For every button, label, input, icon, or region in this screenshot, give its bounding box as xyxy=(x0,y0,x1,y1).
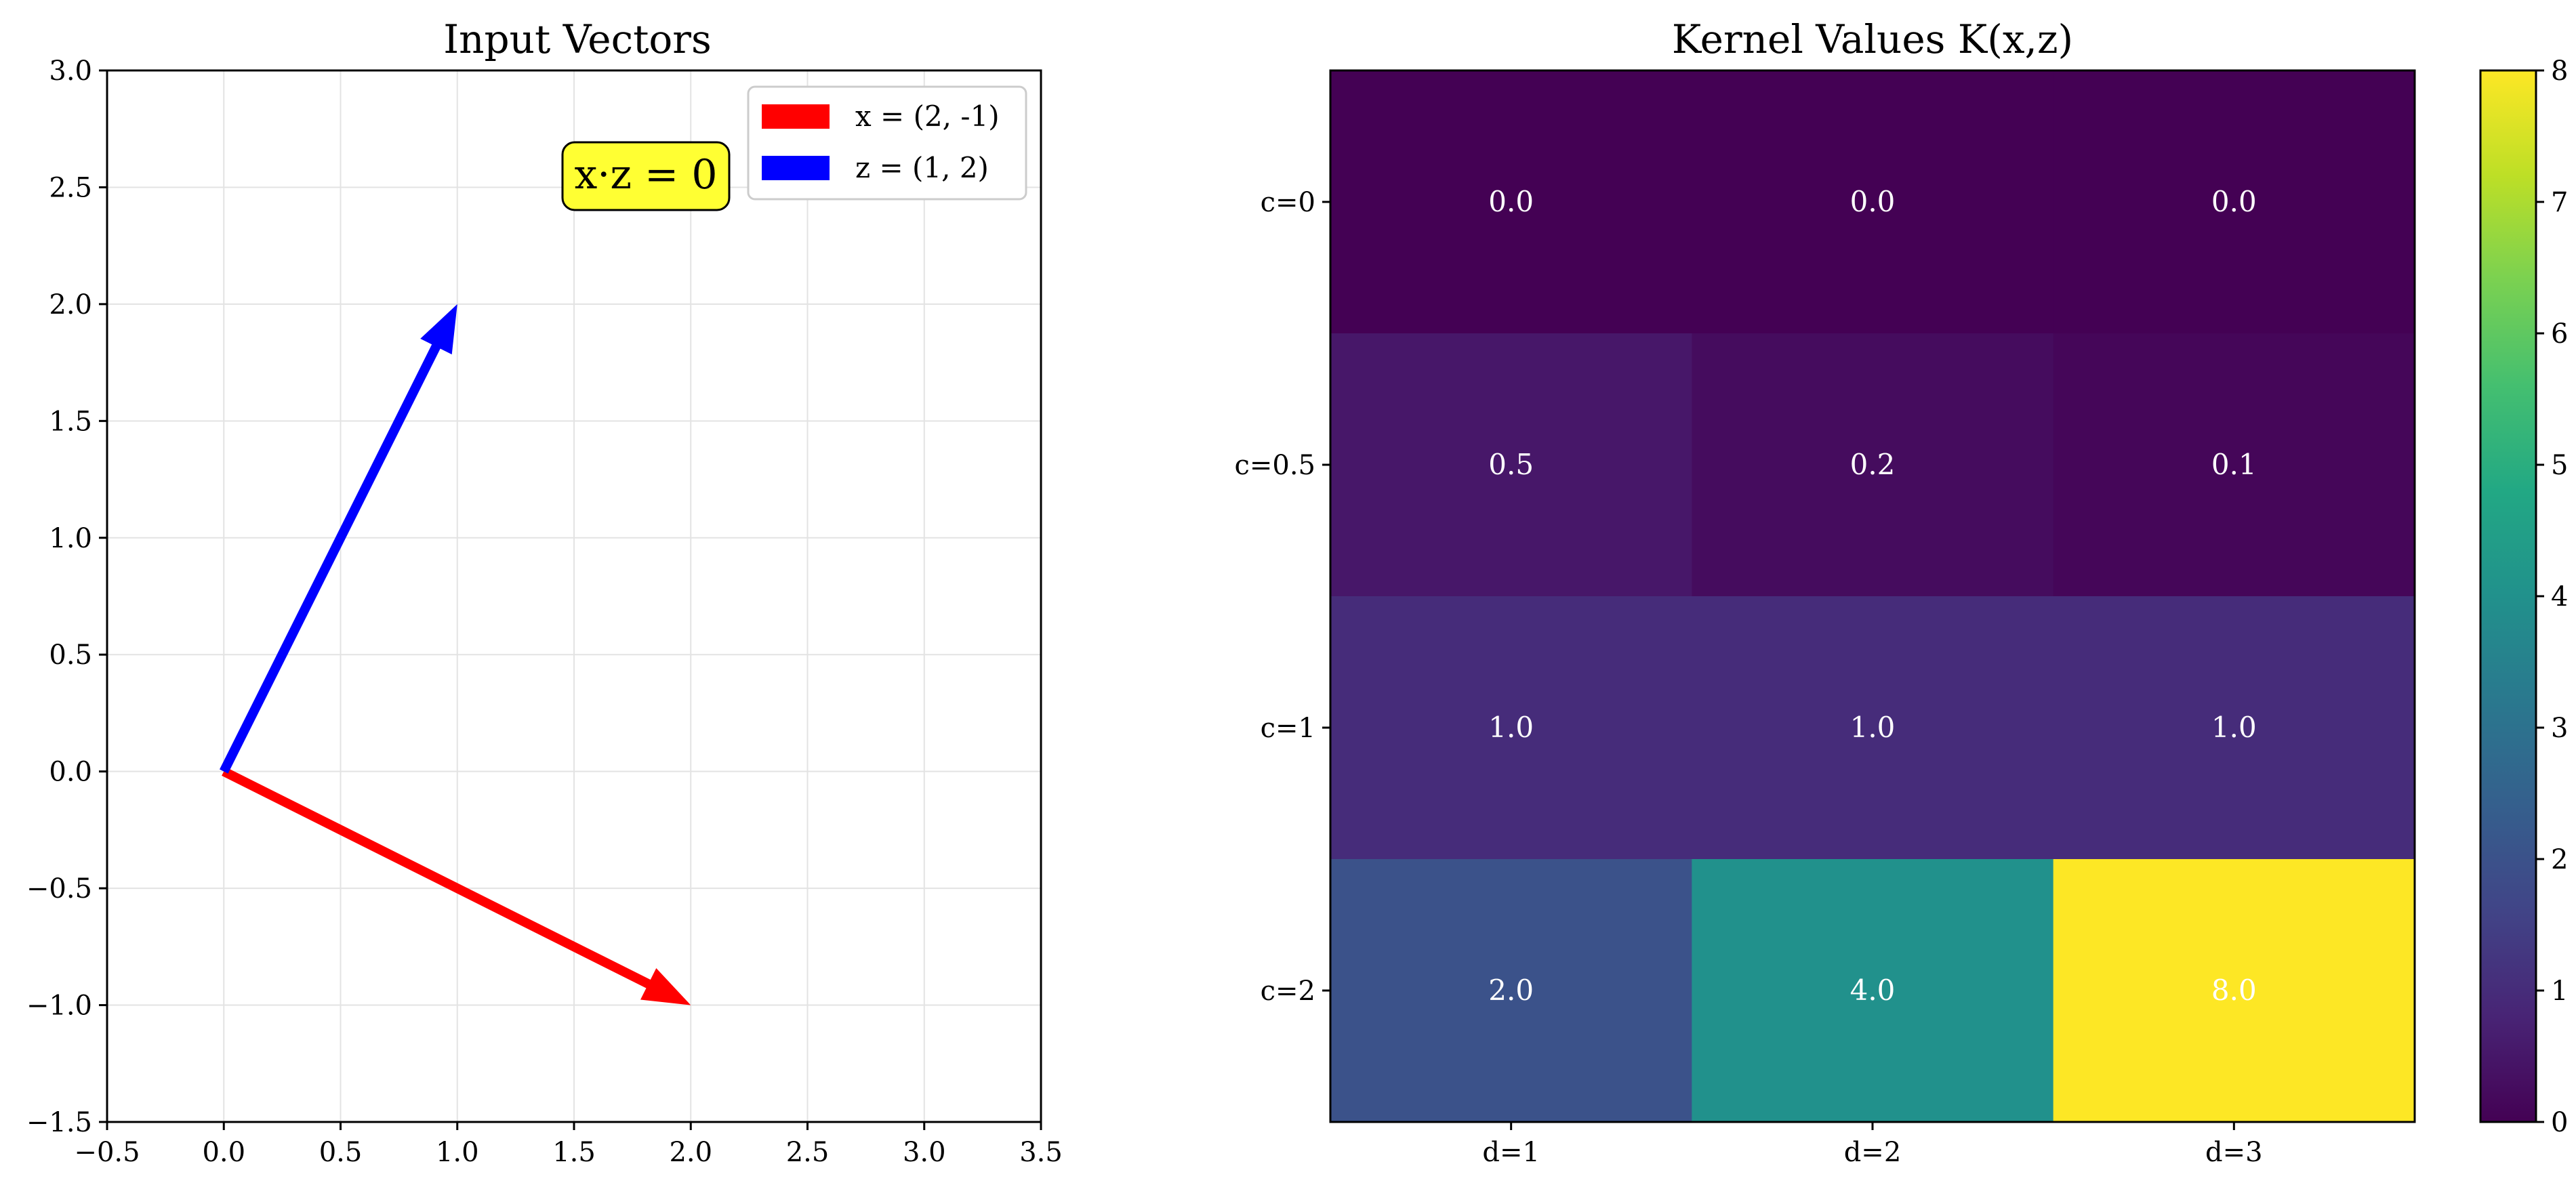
legend-label-x: x = (2, -1) xyxy=(855,100,1000,133)
heatmap-cell-label: 2.0 xyxy=(1488,974,1534,1007)
heatmap-cell xyxy=(1692,596,2054,860)
x-tick-label: 0.0 xyxy=(202,1137,245,1168)
heatmap-cell-label: 0.1 xyxy=(2211,448,2257,481)
heatmap-x-ticks: d=1 d=2 d=3 xyxy=(1482,1122,2263,1168)
heatmap-x-tick-label: d=3 xyxy=(2205,1137,2263,1168)
heatmap-x-tick-label: d=2 xyxy=(1844,1137,1902,1168)
legend-label-z: z = (1, 2) xyxy=(855,151,989,184)
annotation-box xyxy=(561,141,731,211)
vector-grid xyxy=(106,70,1042,1123)
y-tick-label: −1.0 xyxy=(26,991,92,1022)
heatmap-cell xyxy=(1330,333,1692,597)
vector-arrow-z xyxy=(220,304,457,774)
heatmap-cell-label: 0.2 xyxy=(1850,448,1896,481)
heatmap-y-ticks: c=0 c=0.5 c=1 c=2 xyxy=(1234,187,1330,1007)
heatmap-cell xyxy=(2053,70,2415,334)
vector-chart: Input Vectors −0.5 0.0 0.5 1.0 1.5 2.0 2.5 3.0 3… xyxy=(26,16,1063,1168)
vector-arrows xyxy=(220,304,691,1005)
y-tick-label: 1.5 xyxy=(49,406,92,437)
x-tick-label: 2.0 xyxy=(669,1137,712,1168)
heatmap-x-tick-label: d=1 xyxy=(1482,1137,1540,1168)
x-tick-label: 2.5 xyxy=(786,1137,830,1168)
heatmap-cell-label: 1.0 xyxy=(1850,711,1896,744)
heatmap-cell xyxy=(2053,859,2415,1123)
heatmap-cell-label: 1.0 xyxy=(1488,711,1534,744)
heatmap-cell xyxy=(1330,70,1692,334)
colorbar-tick-label: 0 xyxy=(2551,1107,2568,1138)
heatmap-y-tick-label: c=0.5 xyxy=(1234,450,1315,481)
y-tick-label: 0.5 xyxy=(49,640,92,671)
heatmap-cell xyxy=(2053,596,2415,860)
x-tick-label: 3.5 xyxy=(1019,1137,1063,1168)
vector-y-ticks: −1.5 −1.0 −0.5 0.0 0.5 1.0 1.5 2.0 2.5 3.0 xyxy=(26,56,107,1138)
legend-swatch-x xyxy=(762,104,830,129)
y-tick-label: 0.0 xyxy=(49,757,92,788)
heatmap-y-tick-label: c=2 xyxy=(1261,976,1315,1007)
heatmap-cell-label: 4.0 xyxy=(1850,974,1896,1007)
colorbar-ticks: 0 1 2 3 4 5 6 7 8 xyxy=(2536,56,2568,1138)
heatmap-chart: Kernel Values K(x,z) 0.0 0.0 0.0 0.5 0.2 0.1 1… xyxy=(1234,16,2568,1168)
colorbar-tick-label: 4 xyxy=(2551,581,2568,612)
heatmap-cell xyxy=(2053,333,2415,597)
dot-product-annotation: x·z = 0 xyxy=(561,141,731,211)
colorbar-tick-label: 1 xyxy=(2551,976,2568,1007)
colorbar-tick-label: 3 xyxy=(2551,713,2568,744)
x-tick-label: 1.5 xyxy=(552,1137,596,1168)
colorbar-tick-label: 8 xyxy=(2551,56,2568,87)
heatmap-cell-label: 1.0 xyxy=(2211,711,2257,744)
annotation-text: x·z = 0 xyxy=(574,151,717,199)
heatmap-y-tick-label: c=0 xyxy=(1261,187,1315,218)
y-tick-label: 3.0 xyxy=(49,56,92,87)
heatmap-cell-label: 0.0 xyxy=(2211,185,2257,218)
colorbar-tick-label: 6 xyxy=(2551,318,2568,350)
x-tick-label: 0.5 xyxy=(319,1137,363,1168)
vector-arrow-x xyxy=(222,767,691,1005)
heatmap-cell-label: 0.5 xyxy=(1488,448,1534,481)
y-tick-label: −1.5 xyxy=(26,1107,92,1138)
y-tick-label: 1.0 xyxy=(49,523,92,554)
colorbar-tick-label: 7 xyxy=(2551,187,2568,218)
colorbar: 0 1 2 3 4 5 6 7 8 xyxy=(2479,56,2568,1138)
legend-swatch-z xyxy=(762,156,830,180)
heatmap-cell xyxy=(1692,859,2054,1123)
y-tick-label: −0.5 xyxy=(26,873,92,904)
colorbar-gradient xyxy=(2480,70,2536,1122)
y-tick-label: 2.0 xyxy=(49,289,92,320)
colorbar-tick-label: 2 xyxy=(2551,844,2568,875)
vector-legend: x = (2, -1) z = (1, 2) xyxy=(747,85,1027,201)
heatmap-cell xyxy=(1330,859,1692,1123)
colorbar-tick-label: 5 xyxy=(2551,450,2568,481)
vector-x-ticks: −0.5 0.0 0.5 1.0 1.5 2.0 2.5 3.0 3.5 xyxy=(74,1122,1063,1168)
x-tick-label: −0.5 xyxy=(74,1137,140,1168)
vector-chart-title: Input Vectors xyxy=(443,16,712,62)
heatmap-cell-label: 8.0 xyxy=(2211,974,2257,1007)
heatmap-cell xyxy=(1692,70,2054,334)
heatmap-cell-label: 0.0 xyxy=(1850,185,1896,218)
heatmap-y-tick-label: c=1 xyxy=(1261,713,1315,744)
x-tick-label: 3.0 xyxy=(903,1137,946,1168)
heatmap-cells: 0.0 0.0 0.0 0.5 0.2 0.1 1.0 1.0 1.0 2.0 4.0 8.0 xyxy=(1330,70,2415,1123)
x-tick-label: 1.0 xyxy=(436,1137,479,1168)
heatmap-cell xyxy=(1692,333,2054,597)
heatmap-title: Kernel Values K(x,z) xyxy=(1672,16,2073,62)
heatmap-cell xyxy=(1330,596,1692,860)
y-tick-label: 2.5 xyxy=(49,172,92,203)
heatmap-cell-label: 0.0 xyxy=(1488,185,1534,218)
